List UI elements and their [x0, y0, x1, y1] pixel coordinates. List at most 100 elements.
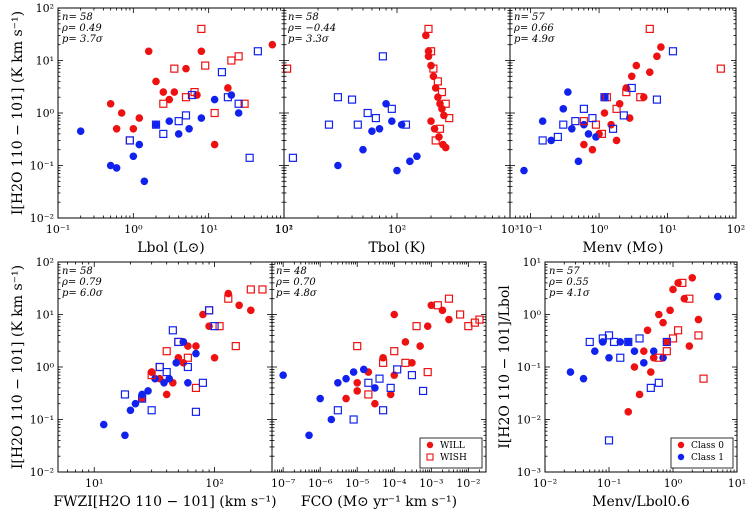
- data-point-class0_will: [580, 140, 588, 149]
- data-point-class1_will: [184, 379, 192, 387]
- data-point-class0_wish: [246, 285, 255, 294]
- data-point-class0_will: [205, 322, 213, 330]
- x-tick-label: 10¹: [199, 223, 217, 236]
- data-point-class1_wish: [138, 394, 147, 403]
- data-point-class0_wish: [181, 93, 191, 102]
- data-point-class1_wish: [662, 337, 671, 347]
- y-tick-label: 10¹: [523, 256, 541, 269]
- panel-p6: 10⁻² 10⁻¹ 10⁰ 10¹10⁻³10⁻²10⁻¹10⁰10¹Menv/Lbo…: [497, 256, 746, 510]
- data-point-class1_will: [197, 114, 206, 122]
- data-point-class0_wish: [155, 362, 164, 372]
- stats-line: n= 58: [288, 12, 319, 23]
- data-point-class0_wish: [433, 301, 442, 310]
- legend-label: WILL: [440, 441, 465, 451]
- data-point-class0_wish: [426, 47, 436, 56]
- x-tick-label: 10²: [275, 223, 293, 236]
- data-point-class0_wish: [612, 104, 621, 113]
- data-point-class0_wish: [456, 310, 465, 319]
- data-point-class1_will: [112, 164, 121, 172]
- data-point-class0_will: [666, 306, 674, 315]
- data-point-class0_will: [600, 109, 609, 117]
- data-point-class0_wish: [444, 294, 454, 303]
- data-point-class0_will: [224, 84, 232, 92]
- data-point-class0_wish: [353, 342, 362, 351]
- data-point-class0_will: [423, 322, 432, 330]
- data-point-class1_will: [234, 109, 243, 117]
- data-point-class0_will: [235, 301, 243, 310]
- x-tick-label: 10⁻²: [533, 477, 557, 490]
- data-point-class0_will: [622, 84, 631, 92]
- x-tick-label: 10¹: [658, 223, 676, 236]
- data-point-class1_will: [568, 125, 576, 133]
- data-point-class0_wish: [412, 322, 421, 331]
- stats-line: n= 57: [549, 266, 580, 277]
- data-point-class0_will: [640, 347, 648, 355]
- stats-line: ρ= −0.44: [287, 23, 336, 34]
- x-tick-label: 10¹: [85, 477, 103, 490]
- x-axis-label: Menv/Lbol0.6: [592, 494, 690, 510]
- data-point-class1_wish: [174, 117, 183, 126]
- data-point-class1_wish: [217, 68, 227, 77]
- data-point-class0_will: [429, 72, 438, 81]
- data-point-class0_will: [612, 136, 621, 145]
- data-point-class0_will: [438, 306, 447, 315]
- y-tick-label: 10⁰: [36, 361, 55, 374]
- data-point-class1_wish: [120, 390, 130, 399]
- stats-line: ρ= 0.55: [548, 277, 589, 288]
- data-point-class1_will: [165, 117, 174, 125]
- data-point-class1_will: [305, 431, 313, 440]
- data-point-class0_wish: [435, 124, 445, 133]
- legend-label: Class 1: [691, 453, 724, 463]
- data-point-class1_will: [559, 105, 568, 113]
- data-point-class0_will: [588, 145, 597, 154]
- data-point-class1_wish: [234, 99, 243, 108]
- data-point-class1_will: [334, 161, 342, 170]
- data-point-class0_wish: [591, 120, 601, 129]
- x-tick-label: 10⁻¹: [597, 477, 621, 490]
- data-point-class1_wish: [349, 415, 358, 424]
- stats-line: p= 6.0σ: [62, 288, 104, 299]
- data-point-class1_will: [359, 145, 367, 154]
- data-point-class0_will: [152, 77, 160, 86]
- stats-line: p= 4.1σ: [549, 288, 591, 299]
- data-point-class1_wish: [393, 365, 402, 374]
- data-point-class1_wish: [627, 83, 636, 93]
- data-point-class1_wish: [588, 113, 597, 123]
- x-axis-label: FWZI[H2O 110 − 101] (km s⁻¹): [53, 494, 276, 510]
- y-tick-label: 10⁰: [523, 309, 542, 322]
- data-point-class0_wish: [654, 353, 663, 362]
- data-point-class1_will: [279, 371, 287, 379]
- data-point-class1_will: [160, 379, 168, 387]
- data-point-class0_wish: [673, 326, 683, 335]
- data-point-class0_wish: [622, 88, 631, 97]
- data-point-class1_wish: [253, 47, 262, 56]
- data-point-class0_wish: [445, 113, 454, 123]
- data-point-class0_wish: [204, 306, 214, 315]
- data-point-class1_will: [624, 338, 633, 346]
- data-point-class0_will: [224, 289, 233, 298]
- data-point-class1_will: [397, 120, 406, 129]
- data-point-class0_will: [112, 125, 121, 133]
- y-tick-label: 10⁻²: [30, 212, 54, 225]
- data-point-class1_wish: [619, 111, 628, 120]
- x-tick-label: 10⁻³: [419, 477, 443, 490]
- stats-line: n= 48: [276, 266, 307, 277]
- data-point-class0_will: [624, 408, 633, 416]
- data-point-class0_wish: [678, 278, 687, 287]
- data-point-class1_will: [349, 368, 358, 376]
- data-point-class0_wish: [433, 77, 442, 86]
- data-point-class0_wish: [364, 390, 373, 399]
- data-point-class0_will: [192, 342, 200, 350]
- data-point-class0_wish: [437, 88, 447, 97]
- data-point-class0_will: [607, 120, 615, 129]
- legend-label: WISH: [440, 453, 467, 463]
- data-point-class1_wish: [378, 52, 387, 61]
- panel-p4: 10¹ 10² 10⁻² 10⁻¹ 10⁰ 10¹ 10² FWZI[H2O 110 − 10…: [10, 256, 277, 510]
- data-point-class0_will: [268, 40, 277, 49]
- data-point-class1_will: [630, 347, 639, 355]
- data-point-class0_wish: [258, 285, 267, 294]
- data-point-class1_wish: [538, 136, 547, 145]
- data-point-class1_will: [172, 359, 181, 367]
- data-point-class1_wish: [418, 386, 428, 396]
- data-point-class1_wish: [386, 383, 395, 392]
